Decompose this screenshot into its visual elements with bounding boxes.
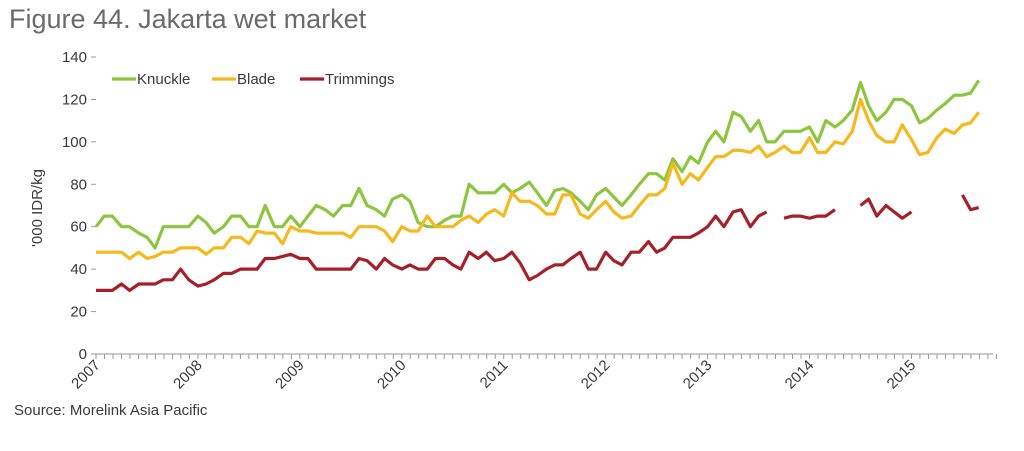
- y-axis-label: '000 IDR/kg: [29, 169, 46, 247]
- series-line-blade: [96, 97, 980, 261]
- series-line-trimmings: [961, 194, 980, 212]
- x-tick-label: 2012: [578, 357, 614, 393]
- x-tick-label: 2011: [477, 357, 512, 392]
- x-tick-label: 2015: [884, 357, 920, 393]
- x-tick-label: 2009: [272, 357, 308, 393]
- source-note: Source: Morelink Asia Pacific: [14, 402, 208, 419]
- legend-label-knuckle: Knuckle: [137, 71, 190, 88]
- x-axis-ticks: 2007 2008 2009 2010 2011 2012 2013 2014 2015: [68, 353, 997, 393]
- y-tick-label: 0: [79, 346, 87, 363]
- y-tick-label: 140: [62, 49, 87, 66]
- y-tick-label: 120: [62, 91, 87, 108]
- y-tick-label: 80: [70, 176, 87, 193]
- legend-label-trimmings: Trimmings: [325, 71, 394, 88]
- y-tick-label: 20: [70, 304, 87, 321]
- x-tick-label: 2007: [68, 357, 104, 393]
- x-tick-label: 2013: [680, 357, 716, 393]
- x-tick-label: 2010: [374, 357, 410, 393]
- y-tick-label: 60: [70, 219, 87, 236]
- series-line-trimmings: [783, 208, 836, 220]
- x-tick-label: 2008: [170, 357, 206, 393]
- series-line-knuckle: [94, 79, 981, 250]
- series-lines: [94, 79, 981, 292]
- y-tick-label: 40: [70, 261, 87, 278]
- series-line-trimmings: [859, 197, 913, 220]
- series-line-trimmings: [96, 208, 768, 292]
- chart-title: Figure 44. Jakarta wet market: [9, 4, 367, 34]
- y-axis-ticks: 0 20 40 60 80 100 120 140: [62, 49, 96, 363]
- legend-label-blade: Blade: [237, 71, 275, 88]
- legend: Knuckle Blade Trimmings: [112, 71, 394, 88]
- x-tick-label: 2014: [782, 357, 818, 393]
- y-tick-label: 100: [62, 134, 87, 151]
